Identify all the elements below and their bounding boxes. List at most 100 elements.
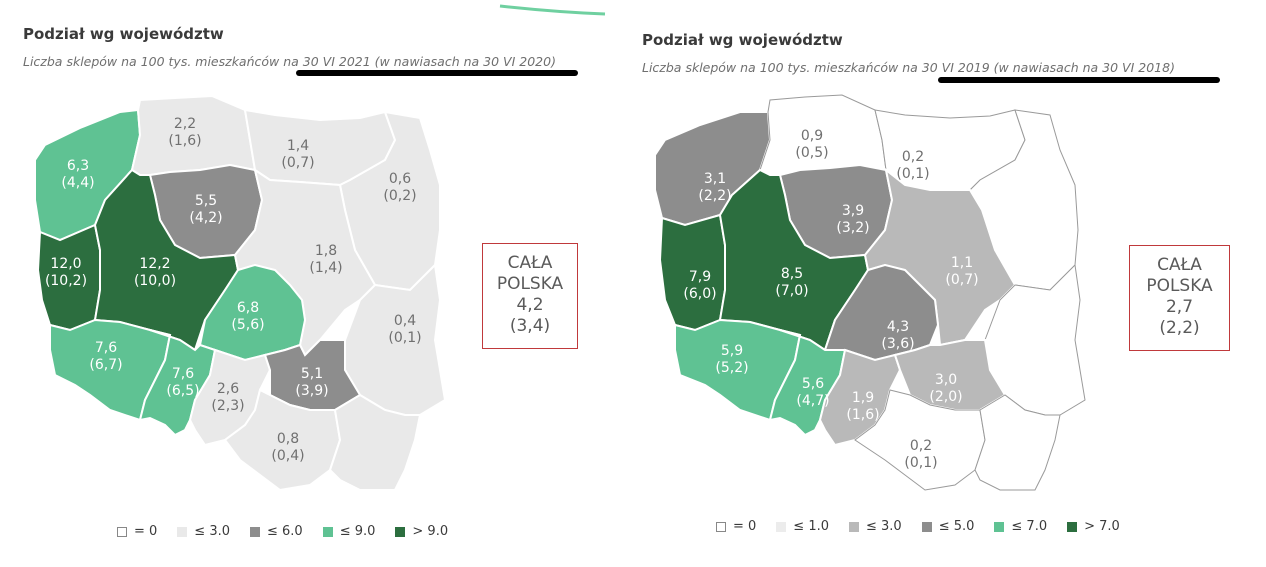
region-opolskie xyxy=(768,329,847,437)
region-value-mazowieckie: 1,1 xyxy=(951,255,973,271)
legend-swatch xyxy=(395,526,406,537)
national-summary-box: CAŁA POLSKA 4,2 (3,4) xyxy=(482,243,578,349)
region-previous-swietokrzyskie: (2,0) xyxy=(929,389,962,405)
region-value-malopolskie: 0,8 xyxy=(277,431,299,447)
region-previous-dolnoslaskie: (5,2) xyxy=(715,360,748,376)
legend-item: ≤ 1.0 xyxy=(776,519,829,534)
region-value-lubelskie: 0,4 xyxy=(394,313,416,329)
legend-swatch xyxy=(322,526,333,537)
legend-label: ≤ 6.0 xyxy=(267,524,303,539)
underline-marker xyxy=(938,77,1220,83)
region-value-warminsko-mazurskie: 0,2 xyxy=(902,149,924,165)
region-value-warminsko-mazurskie: 1,4 xyxy=(287,138,309,154)
decorative-green-stroke xyxy=(499,4,606,16)
map-legend: = 0 ≤ 1.0 ≤ 3.0 ≤ 5.0 ≤ 7.0 > 7.0 xyxy=(716,519,1140,534)
region-value-zachodniopomorskie: 3,1 xyxy=(704,171,726,187)
region-previous-kujawsko-pomorskie: (3,2) xyxy=(836,220,869,236)
legend-swatch xyxy=(921,521,932,532)
region-previous-opolskie: (4,7) xyxy=(796,393,829,409)
map-panel-2019: Podział wg województw Liczba sklepów na … xyxy=(620,0,1266,567)
region-value-lubuskie: 7,9 xyxy=(689,269,711,285)
legend-label: ≤ 5.0 xyxy=(938,519,975,534)
region-value-dolnoslaskie: 7,6 xyxy=(95,340,117,356)
summary-previous: (2,2) xyxy=(1159,318,1200,338)
legend-label: > 7.0 xyxy=(1084,519,1120,534)
region-value-opolskie: 5,6 xyxy=(802,376,824,392)
region-value-lubuskie: 12,0 xyxy=(50,256,81,272)
region-podkarpackie xyxy=(328,393,422,491)
region-previous-lubuskie: (10,2) xyxy=(45,273,87,289)
region-value-lodzkie: 6,8 xyxy=(237,300,259,316)
choropleth-map: 3,1(2,2)0,9(0,5) 0,2(0,1)3,9(3,2)7,9(6,0)… xyxy=(654,94,1086,491)
region-previous-wielkopolskie: (10,0) xyxy=(134,273,176,289)
summary-line2: POLSKA xyxy=(1146,276,1213,296)
summary-line1: CAŁA xyxy=(507,253,553,273)
region-podkarpackie xyxy=(974,394,1061,491)
region-value-opolskie: 7,6 xyxy=(172,366,194,382)
region-value-wielkopolskie: 12,2 xyxy=(139,256,170,272)
legend-label: ≤ 9.0 xyxy=(339,524,376,539)
legend-item: ≤ 7.0 xyxy=(994,519,1047,534)
region-previous-opolskie: (6,5) xyxy=(166,383,199,399)
region-value-slaskie: 2,6 xyxy=(217,381,239,397)
map-legend: = 0 ≤ 3.0 ≤ 6.0 ≤ 9.0 > 9.0 xyxy=(117,524,468,539)
legend-swatch xyxy=(250,526,260,537)
region-previous-zachodniopomorskie: (2,2) xyxy=(698,188,731,204)
region-value-swietokrzyskie: 5,1 xyxy=(301,366,323,382)
legend-item: > 9.0 xyxy=(395,524,448,539)
region-previous-kujawsko-pomorskie: (4,2) xyxy=(189,210,222,226)
map-subtitle: Liczba sklepów na 100 tys. mieszkańców n… xyxy=(642,60,1175,75)
region-value-podlaskie: 0,6 xyxy=(389,171,411,187)
map-panel-2021: Podział wg województw Liczba sklepów na … xyxy=(0,0,620,567)
region-value-mazowieckie: 1,8 xyxy=(315,243,337,259)
legend-swatch xyxy=(716,521,726,532)
legend-swatch xyxy=(776,521,787,532)
legend-item: ≤ 9.0 xyxy=(322,524,376,539)
region-value-kujawsko-pomorskie: 3,9 xyxy=(842,203,864,219)
map-subtitle: Liczba sklepów na 100 tys. mieszkańców n… xyxy=(23,54,556,69)
summary-value: 2,7 xyxy=(1165,297,1194,317)
region-value-zachodniopomorskie: 6,3 xyxy=(67,158,89,174)
region-previous-podlaskie: (0,2) xyxy=(383,188,416,204)
region-previous-dolnoslaskie: (6,7) xyxy=(89,357,122,373)
region-previous-pomorskie: (1,6) xyxy=(168,133,201,149)
map-title: Podział wg województw xyxy=(23,25,224,43)
choropleth-map: 6,3(4,4) 2,2(1,6) 1,4(0,7) 0,6(0,2) 5,5(4,2)… xyxy=(34,94,447,492)
map-title: Podział wg województw xyxy=(642,31,843,49)
legend-label: = 0 xyxy=(733,519,757,534)
legend-label: ≤ 1.0 xyxy=(793,519,829,534)
region-value-kujawsko-pomorskie: 5,5 xyxy=(195,193,217,209)
national-summary-box: CAŁA POLSKA 2,7 (2,2) xyxy=(1129,245,1230,351)
legend-label: = 0 xyxy=(134,524,158,539)
region-previous-malopolskie: (0,1) xyxy=(904,455,937,471)
summary-line1: CAŁA xyxy=(1157,255,1202,275)
legend-swatch xyxy=(117,526,127,537)
region-previous-lodzkie: (5,6) xyxy=(231,317,264,333)
region-previous-lubelskie: (0,1) xyxy=(388,330,421,346)
legend-swatch xyxy=(1067,521,1078,532)
summary-value: 4,2 xyxy=(516,295,544,315)
region-previous-swietokrzyskie: (3,9) xyxy=(295,383,328,399)
region-previous-pomorskie: (0,5) xyxy=(795,145,828,161)
region-value-dolnoslaskie: 5,9 xyxy=(721,343,743,359)
region-value-malopolskie: 0,2 xyxy=(910,438,932,454)
legend-item: ≤ 3.0 xyxy=(177,524,230,539)
legend-swatch xyxy=(177,526,188,537)
region-previous-wielkopolskie: (7,0) xyxy=(775,283,808,299)
region-previous-malopolskie: (0,4) xyxy=(271,448,304,464)
legend-label: > 9.0 xyxy=(412,524,449,539)
legend-item: ≤ 3.0 xyxy=(849,519,902,534)
summary-line2: POLSKA xyxy=(496,274,564,294)
region-previous-slaskie: (1,6) xyxy=(846,407,879,423)
legend-item: ≤ 6.0 xyxy=(250,524,303,539)
region-value-wielkopolskie: 8,5 xyxy=(781,266,803,282)
legend-item: ≤ 5.0 xyxy=(921,519,975,534)
legend-label: ≤ 3.0 xyxy=(194,524,230,539)
summary-previous: (3,4) xyxy=(509,316,551,336)
legend-label: ≤ 3.0 xyxy=(866,519,902,534)
underline-marker xyxy=(296,70,578,76)
legend-label: ≤ 7.0 xyxy=(1011,519,1048,534)
region-previous-mazowieckie: (1,4) xyxy=(309,260,342,276)
legend-item: = 0 xyxy=(117,524,157,539)
region-opolskie xyxy=(138,329,217,437)
